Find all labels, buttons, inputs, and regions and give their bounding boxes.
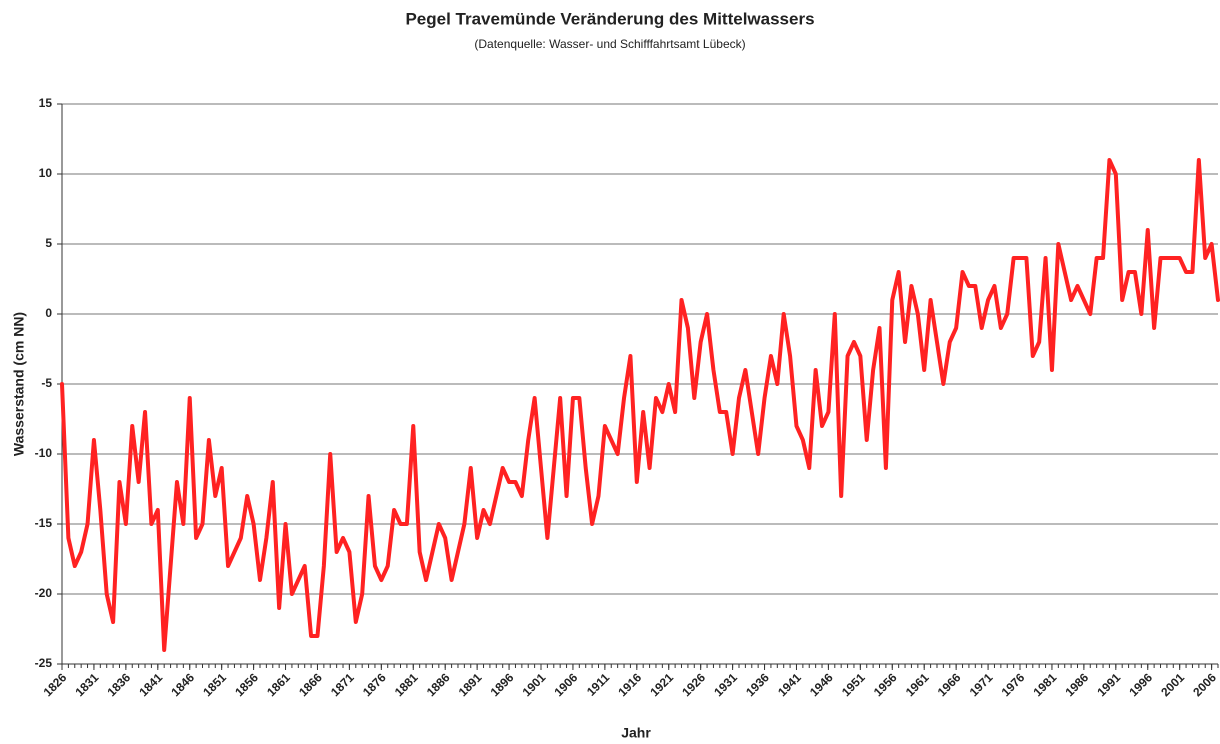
x-tick-label: 1966 (935, 670, 964, 699)
x-tick-label: 1866 (296, 670, 325, 699)
x-tick-label: 1826 (41, 670, 70, 699)
x-tick-label: 1841 (136, 670, 165, 699)
x-axis-title: Jahr (621, 725, 651, 741)
y-tick-label: -5 (41, 376, 52, 390)
y-tick-label: -20 (35, 586, 53, 600)
x-tick-label: 1921 (647, 670, 676, 699)
x-tick-label: 1956 (871, 670, 900, 699)
x-tick-label: 1876 (360, 670, 389, 699)
x-tick-label: 1946 (807, 670, 836, 699)
x-tick-label: 1951 (839, 670, 868, 699)
x-tick-label: 1986 (1062, 670, 1091, 699)
y-tick-label: 10 (39, 166, 53, 180)
x-tick-label: 1996 (1126, 670, 1155, 699)
x-tick-label: 1846 (168, 670, 197, 699)
x-tick-label: 1906 (552, 670, 581, 699)
x-tick-label: 1971 (967, 670, 996, 699)
x-tick-label: 1851 (200, 670, 229, 699)
x-tick-label: 2001 (1158, 670, 1187, 699)
x-tick-label: 1941 (775, 670, 804, 699)
y-tick-label: -25 (35, 656, 53, 670)
x-tick-label: 1891 (456, 670, 485, 699)
x-tick-label: 1931 (711, 670, 740, 699)
x-tick-label: 1991 (1094, 670, 1123, 699)
x-tick-label: 1861 (264, 670, 293, 699)
x-tick-label: 1916 (615, 670, 644, 699)
x-tick-label: 1871 (328, 670, 357, 699)
chart-title: Pegel Travemünde Veränderung des Mittelw… (405, 9, 814, 28)
x-tick-label: 1961 (903, 670, 932, 699)
x-tick-label: 1981 (1031, 670, 1060, 699)
x-tick-label: 1926 (679, 670, 708, 699)
y-axis-title: Wasserstand (cm NN) (11, 312, 27, 456)
y-tick-label: -10 (35, 446, 53, 460)
data-line (60, 158, 1220, 652)
x-tick-label: 1976 (999, 670, 1028, 699)
x-tick-label: 1881 (392, 670, 421, 699)
y-tick-label: 0 (45, 306, 52, 320)
x-tick-label: 1901 (520, 670, 549, 699)
y-tick-label: 15 (39, 96, 53, 110)
x-tick-label: 1911 (584, 670, 613, 699)
chart-subtitle: (Datenquelle: Wasser- und Schifffahrtsam… (474, 37, 745, 51)
x-tick-label: 1856 (232, 670, 261, 699)
y-tick-label: -15 (35, 516, 53, 530)
x-tick-label: 1886 (424, 670, 453, 699)
y-tick-label: 5 (45, 236, 52, 250)
x-tick-label: 1936 (743, 670, 772, 699)
x-tick-label: 1836 (104, 670, 133, 699)
x-tick-label: 2006 (1190, 670, 1219, 699)
x-tick-label: 1831 (73, 670, 102, 699)
x-tick-label: 1896 (488, 670, 517, 699)
